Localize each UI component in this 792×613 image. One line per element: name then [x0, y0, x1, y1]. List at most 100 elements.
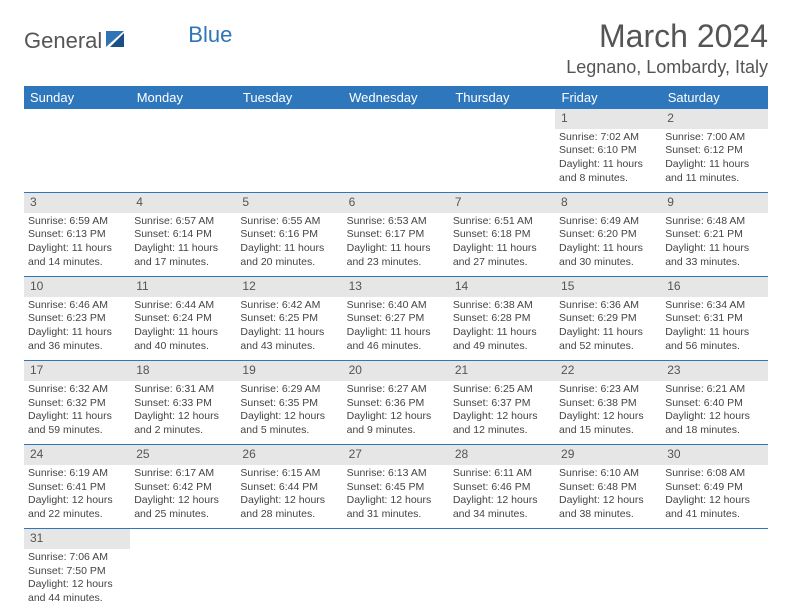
calendar-cell: Sunrise: 7:02 AMSunset: 6:10 PMDaylight:… — [555, 129, 661, 193]
sunset-text: Sunset: 6:16 PM — [240, 228, 338, 242]
calendar-cell — [449, 549, 555, 613]
sunrise-text: Sunrise: 6:51 AM — [453, 215, 551, 229]
day-number: 9 — [661, 193, 767, 213]
sunset-text: Sunset: 6:35 PM — [240, 397, 338, 411]
sunset-text: Sunset: 6:41 PM — [28, 481, 126, 495]
calendar-cell: Sunrise: 6:27 AMSunset: 6:36 PMDaylight:… — [343, 381, 449, 445]
day1-text: Daylight: 12 hours — [347, 494, 445, 508]
day-number: 15 — [555, 277, 661, 297]
day1-text: Daylight: 11 hours — [134, 242, 232, 256]
day-number: 3 — [24, 193, 130, 213]
calendar-cell: Sunrise: 6:32 AMSunset: 6:32 PMDaylight:… — [24, 381, 130, 445]
calendar-cell: Sunrise: 6:44 AMSunset: 6:24 PMDaylight:… — [130, 297, 236, 361]
day-number-row: 10111213141516 — [24, 277, 768, 297]
sunset-text: Sunset: 6:14 PM — [134, 228, 232, 242]
weekday-header: Sunday — [24, 86, 130, 109]
calendar-table: SundayMondayTuesdayWednesdayThursdayFrid… — [24, 86, 768, 613]
calendar-cell: Sunrise: 6:13 AMSunset: 6:45 PMDaylight:… — [343, 465, 449, 529]
day-number — [130, 109, 236, 129]
sunset-text: Sunset: 6:20 PM — [559, 228, 657, 242]
day2-text: and 44 minutes. — [28, 592, 126, 606]
day-number-row: 24252627282930 — [24, 445, 768, 465]
calendar-cell: Sunrise: 6:57 AMSunset: 6:14 PMDaylight:… — [130, 213, 236, 277]
day-number: 11 — [130, 277, 236, 297]
day1-text: Daylight: 11 hours — [240, 242, 338, 256]
day-number-row: 17181920212223 — [24, 361, 768, 381]
day2-text: and 41 minutes. — [665, 508, 763, 522]
sunrise-text: Sunrise: 6:13 AM — [347, 467, 445, 481]
calendar-cell: Sunrise: 6:08 AMSunset: 6:49 PMDaylight:… — [661, 465, 767, 529]
day-number: 10 — [24, 277, 130, 297]
sunrise-text: Sunrise: 6:21 AM — [665, 383, 763, 397]
sunrise-text: Sunrise: 6:17 AM — [134, 467, 232, 481]
day-number: 25 — [130, 445, 236, 465]
day2-text: and 18 minutes. — [665, 424, 763, 438]
day1-text: Daylight: 12 hours — [134, 494, 232, 508]
weekday-header: Thursday — [449, 86, 555, 109]
day-number — [24, 109, 130, 129]
day2-text: and 8 minutes. — [559, 172, 657, 186]
day-number-row: 3456789 — [24, 193, 768, 213]
day1-text: Daylight: 11 hours — [347, 242, 445, 256]
day1-text: Daylight: 12 hours — [453, 410, 551, 424]
day1-text: Daylight: 11 hours — [28, 410, 126, 424]
sunrise-text: Sunrise: 6:31 AM — [134, 383, 232, 397]
sunrise-text: Sunrise: 6:27 AM — [347, 383, 445, 397]
sunrise-text: Sunrise: 7:02 AM — [559, 131, 657, 145]
sunset-text: Sunset: 6:13 PM — [28, 228, 126, 242]
calendar-cell: Sunrise: 7:00 AMSunset: 6:12 PMDaylight:… — [661, 129, 767, 193]
day1-text: Daylight: 12 hours — [665, 494, 763, 508]
sunset-text: Sunset: 6:27 PM — [347, 312, 445, 326]
sunset-text: Sunset: 6:48 PM — [559, 481, 657, 495]
day2-text: and 17 minutes. — [134, 256, 232, 270]
day-number: 17 — [24, 361, 130, 381]
sunrise-text: Sunrise: 6:48 AM — [665, 215, 763, 229]
calendar-cell: Sunrise: 6:53 AMSunset: 6:17 PMDaylight:… — [343, 213, 449, 277]
day1-text: Daylight: 12 hours — [28, 578, 126, 592]
day2-text: and 52 minutes. — [559, 340, 657, 354]
day1-text: Daylight: 11 hours — [134, 326, 232, 340]
weekday-header: Tuesday — [236, 86, 342, 109]
sunrise-text: Sunrise: 6:19 AM — [28, 467, 126, 481]
sunrise-text: Sunrise: 6:11 AM — [453, 467, 551, 481]
day2-text: and 9 minutes. — [347, 424, 445, 438]
day-number: 20 — [343, 361, 449, 381]
day-number: 14 — [449, 277, 555, 297]
day1-text: Daylight: 11 hours — [665, 158, 763, 172]
sunset-text: Sunset: 6:36 PM — [347, 397, 445, 411]
day-number: 29 — [555, 445, 661, 465]
sunset-text: Sunset: 6:31 PM — [665, 312, 763, 326]
sunset-text: Sunset: 6:40 PM — [665, 397, 763, 411]
sunrise-text: Sunrise: 6:49 AM — [559, 215, 657, 229]
day2-text: and 40 minutes. — [134, 340, 232, 354]
sunrise-text: Sunrise: 6:44 AM — [134, 299, 232, 313]
calendar-cell: Sunrise: 6:21 AMSunset: 6:40 PMDaylight:… — [661, 381, 767, 445]
day-number: 1 — [555, 109, 661, 129]
day-number — [130, 529, 236, 549]
weekday-header: Wednesday — [343, 86, 449, 109]
calendar-cell: Sunrise: 6:36 AMSunset: 6:29 PMDaylight:… — [555, 297, 661, 361]
day-number: 19 — [236, 361, 342, 381]
sunset-text: Sunset: 6:42 PM — [134, 481, 232, 495]
calendar-cell: Sunrise: 6:51 AMSunset: 6:18 PMDaylight:… — [449, 213, 555, 277]
day1-text: Daylight: 12 hours — [665, 410, 763, 424]
day1-text: Daylight: 12 hours — [453, 494, 551, 508]
sunrise-text: Sunrise: 6:38 AM — [453, 299, 551, 313]
calendar-week-row: Sunrise: 6:19 AMSunset: 6:41 PM Daylight:… — [24, 465, 768, 529]
day-number: 23 — [661, 361, 767, 381]
sunset-text: Sunset: 6:46 PM — [453, 481, 551, 495]
day2-text: and 46 minutes. — [347, 340, 445, 354]
month-title: March 2024 — [566, 18, 768, 55]
calendar-cell — [555, 549, 661, 613]
brand-text-1: General — [24, 28, 102, 54]
day1-text: Daylight: 11 hours — [453, 326, 551, 340]
sunrise-text: Sunrise: 6:59 AM — [28, 215, 126, 229]
day1-text: Daylight: 11 hours — [240, 326, 338, 340]
day-number — [236, 529, 342, 549]
calendar-cell — [343, 549, 449, 613]
day2-text: and 5 minutes. — [240, 424, 338, 438]
calendar-cell: Sunrise: 6:49 AMSunset: 6:20 PMDaylight:… — [555, 213, 661, 277]
day2-text: and 43 minutes. — [240, 340, 338, 354]
calendar-week-row: Sunrise: 6:46 AMSunset: 6:23 PMDaylight:… — [24, 297, 768, 361]
sunrise-text: Sunrise: 6:34 AM — [665, 299, 763, 313]
